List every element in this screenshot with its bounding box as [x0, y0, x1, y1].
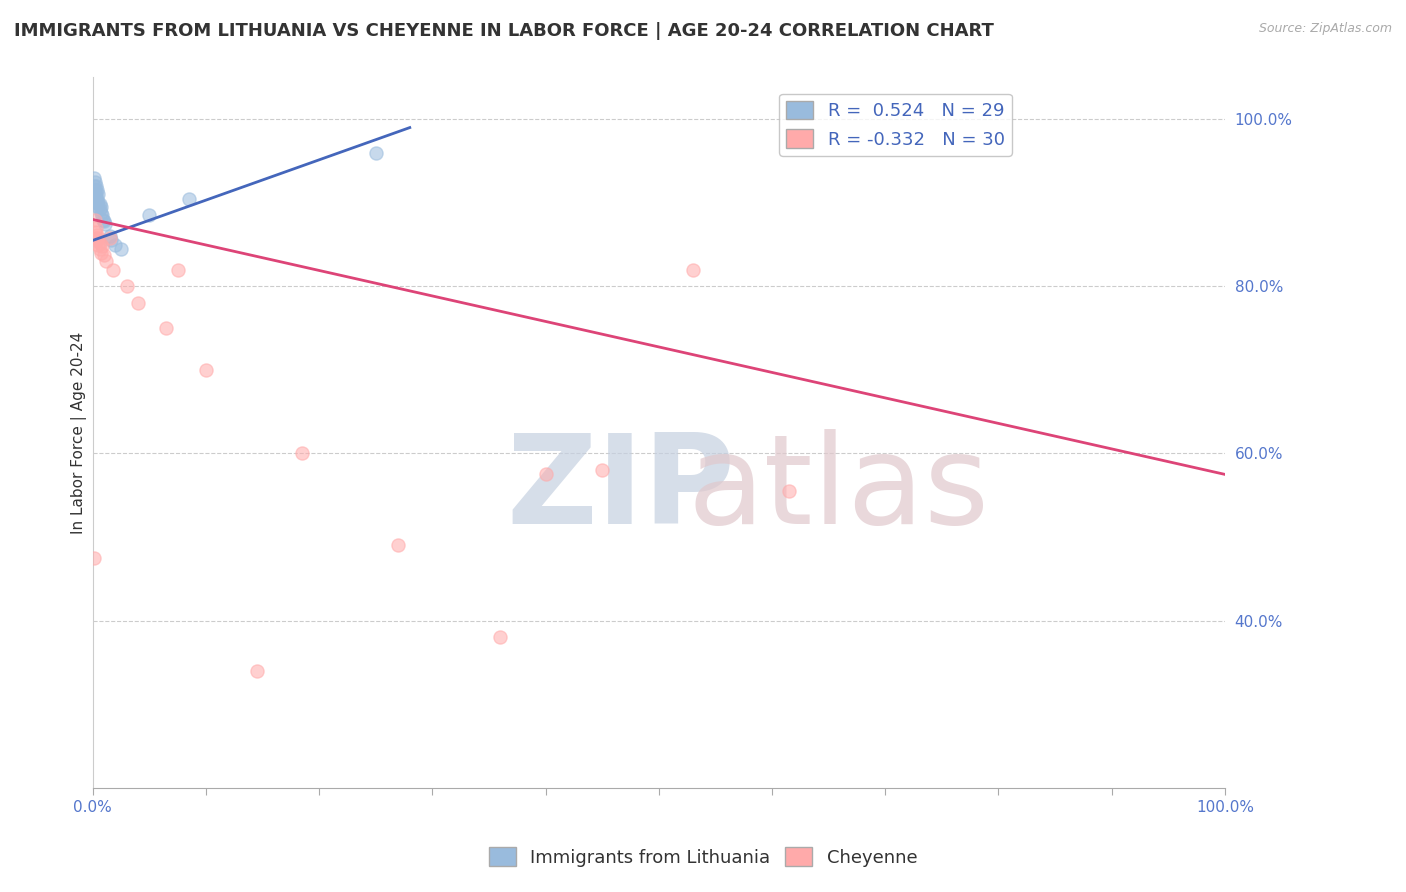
Point: [84, 225, 107, 239]
Point: [84, 212, 107, 227]
Point: [104, 237, 127, 252]
Legend: Immigrants from Lithuania, Cheyenne: Immigrants from Lithuania, Cheyenne: [482, 840, 924, 874]
Point: [93, 214, 115, 228]
Point: [682, 262, 704, 277]
Point: [87, 237, 110, 252]
Point: [177, 192, 200, 206]
Point: [86, 183, 108, 197]
Point: [86, 195, 108, 210]
Y-axis label: In Labor Force | Age 20-24: In Labor Force | Age 20-24: [72, 332, 87, 533]
Point: [127, 296, 149, 310]
Point: [534, 467, 557, 482]
Point: [195, 363, 218, 377]
Point: [155, 321, 177, 335]
Point: [84, 220, 107, 235]
Text: Source: ZipAtlas.com: Source: ZipAtlas.com: [1258, 22, 1392, 36]
Text: IMMIGRANTS FROM LITHUANIA VS CHEYENNE IN LABOR FORCE | AGE 20-24 CORRELATION CHA: IMMIGRANTS FROM LITHUANIA VS CHEYENNE IN…: [14, 22, 994, 40]
Point: [246, 664, 269, 678]
Point: [115, 279, 138, 293]
Point: [87, 187, 110, 202]
Point: [86, 192, 108, 206]
Point: [84, 187, 107, 202]
Point: [84, 187, 107, 202]
Point: [83, 170, 105, 185]
Point: [84, 231, 107, 245]
Point: [87, 200, 110, 214]
Point: [84, 175, 107, 189]
Point: [90, 208, 112, 222]
Point: [91, 212, 114, 227]
Point: [96, 254, 118, 268]
Point: [84, 179, 107, 194]
Point: [90, 246, 112, 260]
Point: [489, 631, 512, 645]
Point: [93, 247, 115, 261]
Point: [84, 192, 107, 206]
Point: [86, 227, 108, 242]
Point: [98, 231, 121, 245]
Point: [591, 463, 613, 477]
Point: [87, 231, 110, 245]
Point: [291, 446, 314, 460]
Point: [94, 217, 117, 231]
Point: [90, 239, 112, 253]
Point: [90, 206, 112, 220]
Text: atlas: atlas: [688, 429, 990, 550]
Point: [83, 179, 105, 194]
Point: [86, 234, 108, 248]
Point: [89, 242, 111, 256]
Point: [110, 242, 132, 256]
Point: [84, 183, 107, 197]
Point: [166, 262, 188, 277]
Point: [100, 234, 122, 248]
Point: [89, 202, 111, 217]
Point: [138, 208, 160, 222]
Point: [364, 145, 387, 160]
Point: [89, 197, 111, 211]
Point: [778, 484, 800, 499]
Point: [87, 195, 110, 210]
Point: [98, 229, 121, 244]
Point: [387, 538, 409, 552]
Legend: R =  0.524   N = 29, R = -0.332   N = 30: R = 0.524 N = 29, R = -0.332 N = 30: [779, 94, 1012, 156]
Point: [101, 262, 124, 277]
Point: [89, 235, 111, 250]
Text: ZIP: ZIP: [506, 429, 735, 550]
Point: [83, 551, 105, 566]
Point: [90, 200, 112, 214]
